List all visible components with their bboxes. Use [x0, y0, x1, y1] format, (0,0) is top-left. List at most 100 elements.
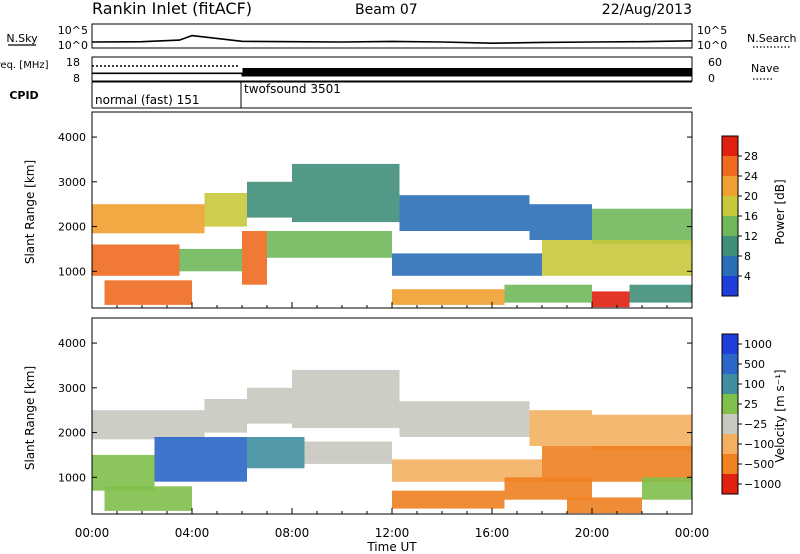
power-colorbar-swatch-6: [722, 256, 738, 276]
velocity-band-13: [104, 486, 192, 511]
frequency-line: [92, 72, 692, 77]
noise-left-tick-top: 10^5: [58, 24, 88, 37]
cpid-panel: CPID normal (fast) 151 twofsound 3501: [9, 81, 692, 109]
power-panel: Slant Range [km] 1000 2000 3000 4000 4 8 12 16…: [23, 111, 787, 309]
frequency-left-label: Freq. [MHz]: [0, 60, 49, 71]
power-colorbar-label-3: 16: [744, 210, 758, 223]
power-ytick-label-3: 4000: [58, 131, 86, 144]
noise-left-label: N.Sky: [6, 32, 38, 45]
velocity-colorbar-swatch-4: [722, 414, 738, 434]
power-colorbar-swatch-4: [722, 216, 738, 236]
power-band-1: [204, 193, 247, 227]
velocity-band-7: [92, 454, 155, 491]
power-band-12: [542, 240, 692, 276]
power-colorbar-swatch-5: [722, 236, 738, 256]
power-ytick-label-1: 2000: [58, 221, 86, 234]
velocity-band-14: [392, 490, 505, 509]
power-band-5: [529, 204, 592, 240]
power-ytick-label-2: 3000: [58, 176, 86, 189]
velocity-band-2: [247, 387, 292, 424]
power-band-13: [104, 280, 192, 305]
power-colorbar-swatch-1: [722, 156, 738, 176]
velocity-band-1: [204, 399, 247, 433]
power-colorbar-label-4: 20: [744, 190, 758, 203]
velocity-band-16: [567, 497, 642, 514]
noise-right-label: N.Search: [747, 32, 797, 45]
power-y-ticks: 1000 2000 3000 4000: [58, 131, 692, 278]
velocity-colorbar-label-5: −100: [744, 438, 774, 451]
velocity-band-3: [292, 369, 400, 429]
power-band-10: [267, 231, 392, 258]
power-band-9: [242, 231, 267, 285]
time-tick-label-2: 08:00: [275, 526, 310, 540]
velocity-ytick-label-0: 1000: [58, 471, 86, 484]
velocity-band-8: [154, 437, 247, 482]
frequency-right-tick-top: 60: [708, 56, 722, 69]
noise-left-tick-bottom: 10^0: [58, 39, 88, 52]
time-tick-label-5: 20:00: [575, 526, 610, 540]
power-heatmap-cells: [92, 163, 692, 308]
velocity-band-12: [542, 446, 692, 482]
figure-title: Rankin Inlet (fitACF): [92, 0, 252, 18]
power-colorbar-swatch-2: [722, 176, 738, 196]
power-band-16: [592, 291, 630, 308]
velocity-colorbar-swatch-0: [722, 334, 738, 354]
power-colorbar-swatch-0: [722, 136, 738, 156]
velocity-colorbar-swatch-1: [722, 354, 738, 374]
power-colorbar-label-6: 28: [744, 150, 758, 163]
power-band-7: [92, 244, 180, 276]
power-band-4: [399, 195, 530, 231]
velocity-y-ticks: 1000 2000 3000 4000: [58, 337, 692, 484]
velocity-colorbar-swatch-6: [722, 454, 738, 474]
velocity-heatmap-cells: [92, 369, 692, 514]
power-band-17: [629, 284, 692, 303]
velocity-colorbar-label-6: −500: [744, 458, 774, 471]
velocity-colorbar-label-7: −1000: [744, 478, 781, 491]
velocity-band-6: [592, 414, 692, 451]
twofsound-frequency-band: [242, 68, 692, 75]
noise-sky-line: [91, 34, 693, 45]
date-label: 22/Aug/2013: [602, 2, 692, 18]
power-colorbar-swatch-7: [722, 276, 738, 296]
power-colorbar-label-2: 12: [744, 230, 758, 243]
frequency-panel: Freq. [MHz] 18 8 60 0 Nave: [0, 56, 779, 85]
velocity-colorbar: 1000 500 100 25 −25 −100 −500 −1000: [721, 333, 781, 495]
velocity-colorbar-swatch-7: [722, 474, 738, 494]
power-band-2: [247, 181, 292, 218]
frequency-left-tick-top: 18: [66, 56, 80, 69]
time-tick-label-6: 00:00: [675, 526, 710, 540]
velocity-colorbar-swatch-2: [722, 374, 738, 394]
velocity-ytick-label-3: 4000: [58, 337, 86, 350]
time-tick-label-4: 16:00: [475, 526, 510, 540]
noise-frame: [91, 23, 693, 49]
power-colorbar: 4 8 12 16 20 24 28: [721, 135, 758, 297]
time-tick-label-3: 12:00: [375, 526, 410, 540]
velocity-ytick-label-1: 2000: [58, 427, 86, 440]
power-colorbar-swatch-3: [722, 196, 738, 216]
noise-series: [91, 34, 693, 45]
velocity-ytick-label-2: 3000: [58, 382, 86, 395]
frequency-right-tick-bottom: 0: [708, 72, 715, 85]
frequency-left-tick-bottom: 8: [73, 72, 80, 85]
velocity-x-ticks: [91, 508, 693, 514]
velocity-colorbar-label-4: −25: [744, 418, 767, 431]
velocity-ylabel: Slant Range [km]: [23, 366, 37, 470]
velocity-colorbar-label: Velocity [m s⁻¹]: [773, 369, 787, 462]
power-band-3: [292, 163, 400, 223]
power-x-ticks: [91, 302, 693, 308]
power-band-0: [92, 204, 205, 234]
cpid-segment-2: twofsound 3501: [244, 82, 341, 96]
velocity-band-5: [529, 410, 592, 446]
power-band-15: [504, 284, 592, 303]
time-axis: 00:00 04:00 08:00 12:00 16:00 20:00 00:00: [75, 526, 710, 540]
noise-panel: N.Sky 10^5 10^0 10^5 10^0 N.Search: [6, 23, 797, 52]
power-colorbar-label-1: 8: [744, 250, 751, 263]
frequency-series: [92, 68, 692, 77]
power-colorbar-label-5: 24: [744, 170, 758, 183]
power-band-8: [179, 248, 242, 272]
velocity-colorbar-label-3: 25: [744, 398, 758, 411]
power-colorbar-label: Power [dB]: [773, 179, 787, 244]
power-colorbar-label-0: 4: [744, 270, 751, 283]
power-band-14: [392, 289, 505, 305]
noise-right-tick-bottom: 10^0: [697, 39, 727, 52]
